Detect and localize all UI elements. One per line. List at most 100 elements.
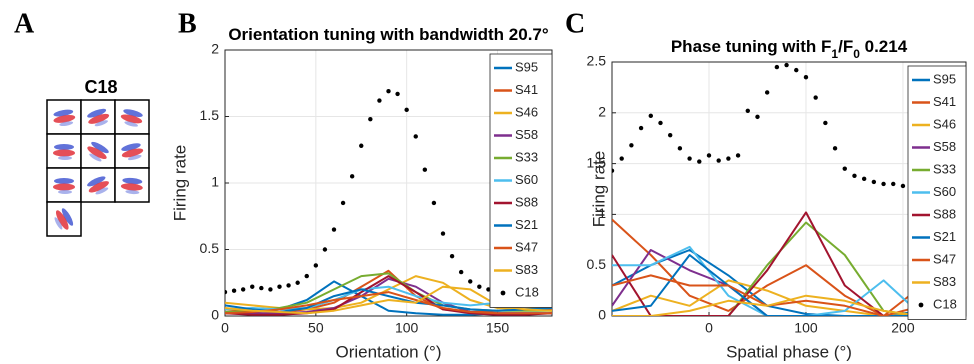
data-point xyxy=(468,279,472,283)
x-tick-label: 50 xyxy=(308,320,324,336)
data-point xyxy=(414,134,418,138)
y-tick-label: 1.5 xyxy=(200,107,220,123)
title-part: Orientation tuning with bandwidth 20.7° xyxy=(228,25,549,44)
data-point xyxy=(813,95,817,99)
legend-label: S21 xyxy=(515,217,538,232)
legend-label: S47 xyxy=(515,239,538,254)
data-point xyxy=(295,281,299,285)
legend-label: S33 xyxy=(933,161,956,176)
data-point xyxy=(432,201,436,205)
title-part: 0.214 xyxy=(860,37,908,56)
x-axis-label: Orientation (°) xyxy=(335,342,441,361)
panel-title: C18 xyxy=(84,77,117,97)
y-axis-label: Firing rate xyxy=(589,151,608,228)
legend-label: C18 xyxy=(933,296,957,311)
chart-title: Phase tuning with F1/F0 0.214 xyxy=(671,37,908,61)
data-point xyxy=(862,177,866,181)
data-point xyxy=(726,156,730,160)
panel-label: C xyxy=(565,8,585,39)
y-tick-label: 0.5 xyxy=(587,256,607,272)
data-point xyxy=(843,166,847,170)
data-point xyxy=(872,180,876,184)
data-point xyxy=(784,63,788,67)
legend-label: S46 xyxy=(515,104,538,119)
legend-label: S41 xyxy=(933,94,956,109)
blob-red xyxy=(53,150,75,157)
data-point xyxy=(404,108,408,112)
data-point xyxy=(668,133,672,137)
legend-label: S46 xyxy=(933,116,956,131)
data-point xyxy=(268,287,272,291)
x-tick-label: 0 xyxy=(705,320,713,336)
data-point xyxy=(619,156,623,160)
y-tick-label: 1 xyxy=(211,174,219,190)
data-point xyxy=(286,283,290,287)
data-point xyxy=(649,114,653,118)
legend-label: S83 xyxy=(933,274,956,289)
x-tick-label: 100 xyxy=(794,320,818,336)
data-point xyxy=(241,287,245,291)
legend-label: S21 xyxy=(933,229,956,244)
data-point xyxy=(341,201,345,205)
y-tick-label: 0.5 xyxy=(200,240,220,256)
legend-marker xyxy=(501,291,506,296)
data-point xyxy=(755,115,759,119)
data-point xyxy=(775,65,779,69)
data-point xyxy=(707,153,711,157)
data-point xyxy=(852,174,856,178)
panel-label: B xyxy=(178,8,197,39)
data-point xyxy=(223,290,227,294)
blob-red xyxy=(53,184,75,191)
data-point xyxy=(250,285,254,289)
panel-label: A xyxy=(14,8,35,39)
legend-label: S88 xyxy=(515,194,538,209)
data-point xyxy=(833,146,837,150)
data-point xyxy=(881,182,885,186)
data-point xyxy=(423,168,427,172)
y-tick-label: 2 xyxy=(211,41,219,57)
data-point xyxy=(477,285,481,289)
data-point xyxy=(891,182,895,186)
filter-grid xyxy=(47,100,149,236)
x-tick-label: 100 xyxy=(395,320,419,336)
title-part: /F xyxy=(838,37,853,56)
data-point xyxy=(901,184,905,188)
data-point xyxy=(716,158,720,162)
legend-label: C18 xyxy=(515,284,539,299)
data-point xyxy=(610,169,614,173)
data-point xyxy=(259,286,263,290)
data-point xyxy=(804,75,808,79)
y-tick-label: 2.5 xyxy=(587,53,607,69)
legend-label: S95 xyxy=(515,59,538,74)
legend-label: S60 xyxy=(933,184,956,199)
data-point xyxy=(658,121,662,125)
data-point xyxy=(332,227,336,231)
data-point xyxy=(377,98,381,102)
data-point xyxy=(277,285,281,289)
title-part: Phase tuning with F xyxy=(671,37,832,56)
y-tick-label: 0 xyxy=(598,307,606,323)
data-point xyxy=(386,89,390,93)
blob-blue xyxy=(58,190,72,194)
data-point xyxy=(450,254,454,258)
legend-label: S95 xyxy=(933,71,956,86)
data-point xyxy=(639,126,643,130)
legend-label: S33 xyxy=(515,149,538,164)
legend-label: S58 xyxy=(515,127,538,142)
data-point xyxy=(629,143,633,147)
legend-label: S83 xyxy=(515,262,538,277)
legend-label: S47 xyxy=(933,251,956,266)
data-point xyxy=(395,92,399,96)
chart-title: Orientation tuning with bandwidth 20.7° xyxy=(228,25,549,44)
x-tick-label: 150 xyxy=(486,320,510,336)
data-point xyxy=(314,263,318,267)
legend-label: S58 xyxy=(933,139,956,154)
data-point xyxy=(746,109,750,113)
data-point xyxy=(794,68,798,72)
data-point xyxy=(441,231,445,235)
blob-blue xyxy=(58,156,72,160)
x-tick-label: 200 xyxy=(891,320,915,336)
data-point xyxy=(350,174,354,178)
data-point xyxy=(697,159,701,163)
data-point xyxy=(232,289,236,293)
